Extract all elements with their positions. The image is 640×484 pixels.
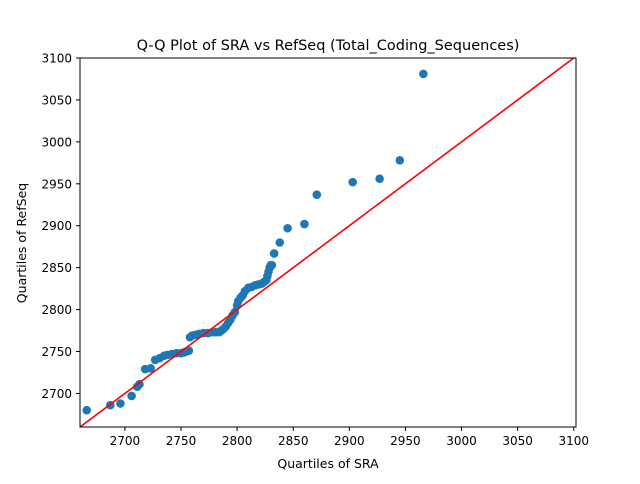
- data-point: [300, 219, 309, 229]
- data-point: [312, 190, 322, 199]
- x-tick-label: 3050: [502, 434, 533, 448]
- data-point: [82, 405, 92, 415]
- data-point: [419, 69, 428, 79]
- y-tick-label: 2850: [41, 261, 72, 275]
- axes-frame: [79, 57, 577, 428]
- data-point: [135, 379, 144, 389]
- data-point: [275, 238, 285, 247]
- y-tick-label: 3000: [41, 135, 72, 149]
- y-tick-label: 2950: [41, 177, 72, 191]
- reference-line: [80, 58, 575, 427]
- y-tick-label: 2800: [41, 303, 72, 317]
- y-tick-label: 3100: [41, 52, 72, 66]
- x-tick-label: 3000: [446, 434, 477, 448]
- x-tick-label: 2950: [390, 434, 421, 448]
- y-axis-label: Quartiles of RefSeq: [14, 183, 29, 303]
- data-point: [127, 391, 136, 401]
- chart-title: Q-Q Plot of SRA vs RefSeq (Total_Coding_…: [137, 38, 520, 54]
- data-point: [116, 399, 125, 408]
- data-point: [375, 174, 384, 184]
- y-tick-label: 2700: [41, 387, 72, 401]
- x-tick-label: 2700: [110, 434, 141, 448]
- x-tick-label: 2850: [278, 434, 309, 448]
- data-point: [184, 346, 194, 355]
- x-tick-label: 2750: [166, 434, 197, 448]
- data-point: [348, 177, 357, 187]
- plot-area: 2700 2750 2800 2850 2900 2950 3000 3050 3100 2700…: [41, 52, 589, 449]
- x-tick-label: 2800: [222, 434, 253, 448]
- y-tick-label: 2900: [41, 219, 72, 233]
- x-axis-label: Quartiles of SRA: [277, 456, 379, 471]
- y-tick-label: 2750: [41, 345, 72, 359]
- y-tick-label: 3050: [41, 93, 72, 107]
- data-point: [269, 249, 279, 258]
- data-point: [283, 223, 292, 233]
- data-point: [395, 156, 405, 165]
- data-point: [146, 364, 155, 373]
- x-tick-label: 2900: [334, 434, 365, 448]
- data-point: [267, 260, 277, 270]
- x-tick-label: 3100: [558, 434, 589, 448]
